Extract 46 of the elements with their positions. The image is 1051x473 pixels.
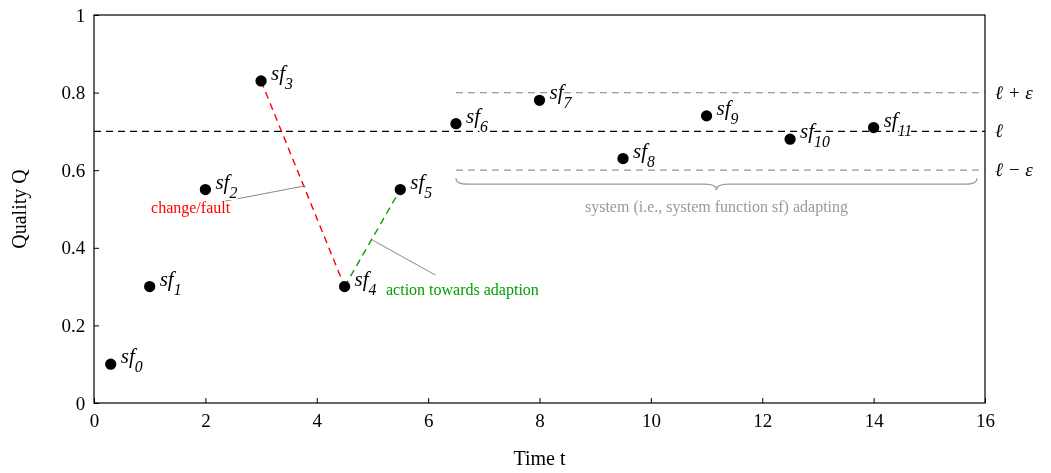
y-tick-label: 0.2 — [61, 314, 86, 336]
annotation: sf$_{10}$ — [800, 119, 830, 150]
annotation: sf$_{8}$ — [633, 138, 656, 170]
x-tick-label: 16 — [976, 409, 995, 431]
annotation: change/fault — [151, 198, 231, 217]
x-tick-label: 10 — [641, 409, 661, 431]
annotation: sf$_{0}$ — [120, 344, 143, 375]
point — [338, 280, 351, 293]
point — [867, 121, 880, 134]
point — [617, 152, 629, 165]
annotation: action towards adaption — [386, 281, 539, 300]
x-tick-label: 4 — [312, 409, 323, 431]
ref-line-label: ℓ + ε — [995, 81, 1034, 103]
x-tick-label: 8 — [535, 409, 545, 431]
annotation: sf$_{6}$ — [465, 103, 488, 135]
x-tick-label: 0 — [89, 409, 100, 431]
point — [199, 183, 212, 196]
annotation: sf$_{2}$ — [215, 169, 238, 201]
annotation: sf$_{5}$ — [410, 169, 433, 201]
point — [450, 118, 462, 130]
annotation: sf$_{1}$ — [159, 266, 182, 298]
y-axis-title: Quality Q — [8, 168, 31, 249]
point — [700, 110, 713, 122]
x-tick-label: 14 — [864, 409, 885, 431]
x-tick-label: 12 — [753, 409, 773, 431]
y-tick-label: 0 — [75, 392, 86, 414]
annotation: system (i.e., system function sf) adapting — [584, 198, 849, 217]
point — [394, 183, 406, 196]
annotation: sf$_{3}$ — [271, 60, 294, 92]
ref-line-label: ℓ − ε — [995, 159, 1034, 181]
annotation: sf$_{9}$ — [716, 95, 739, 127]
ref-line-label: ℓ — [995, 120, 1003, 142]
point — [255, 75, 267, 87]
point — [784, 133, 796, 145]
annotation: sf$_{4}$ — [354, 266, 377, 298]
y-tick-label: 0.8 — [61, 82, 86, 104]
point — [533, 94, 546, 106]
y-tick-label: 1 — [75, 4, 86, 26]
x-tick-label: 6 — [423, 409, 434, 431]
x-tick-label: 2 — [201, 409, 211, 431]
y-tick-label: 0.4 — [61, 237, 86, 259]
annotation: sf$_{7}$ — [549, 80, 573, 111]
point — [105, 358, 117, 370]
point — [144, 280, 156, 293]
x-axis-title: Time t — [513, 447, 566, 469]
y-tick-label: 0.6 — [61, 159, 86, 181]
